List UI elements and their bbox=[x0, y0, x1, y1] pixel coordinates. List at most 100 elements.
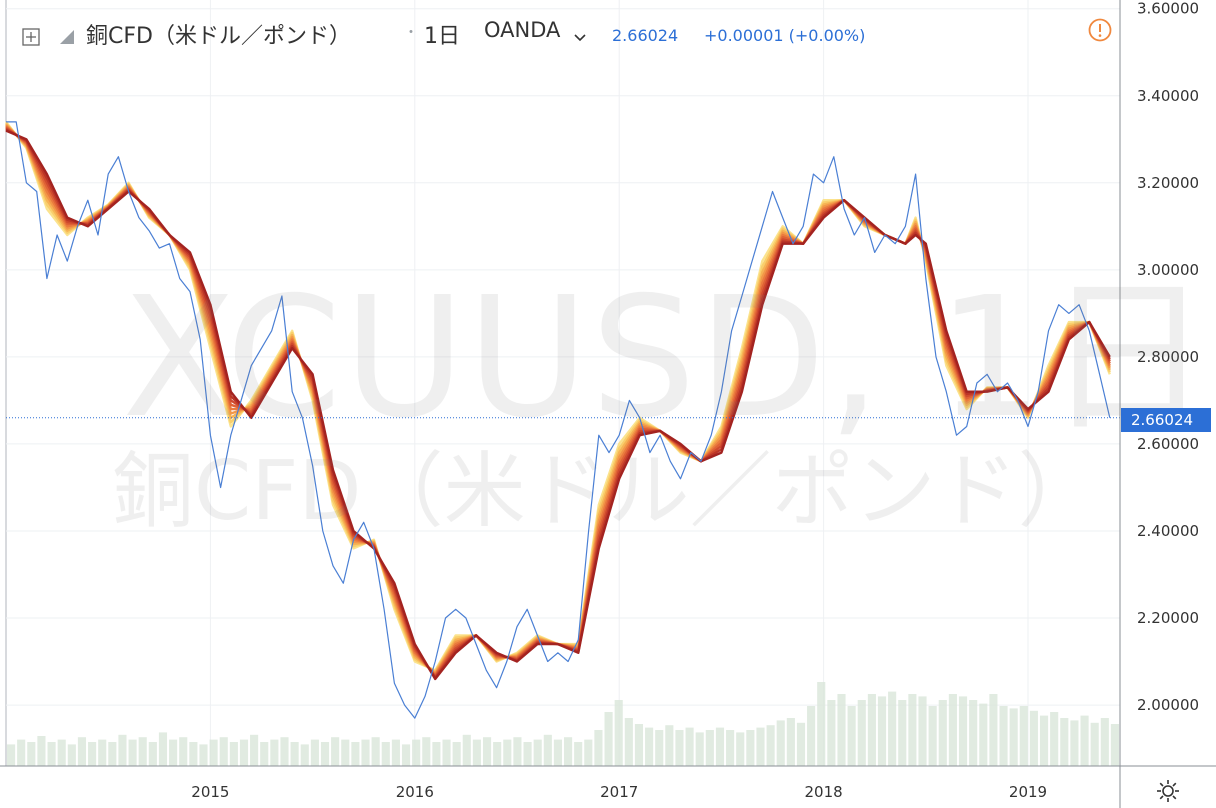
volume-bar bbox=[624, 718, 633, 766]
volume-bar bbox=[776, 720, 785, 766]
volume-bar bbox=[209, 739, 218, 766]
current-price-tag: 2.66024 bbox=[1121, 408, 1211, 432]
volume-bar bbox=[7, 744, 16, 766]
volume-bar bbox=[736, 732, 745, 766]
volume-bar bbox=[888, 691, 897, 766]
volume-bar bbox=[189, 742, 198, 766]
volume-bar bbox=[391, 739, 400, 766]
volume-bar bbox=[837, 694, 846, 766]
volume-bar bbox=[77, 737, 87, 766]
volume-bar bbox=[979, 703, 988, 766]
volume-bar bbox=[756, 727, 765, 766]
volume-bar bbox=[898, 700, 907, 766]
volume-bar bbox=[807, 706, 816, 766]
volume-bar bbox=[250, 734, 259, 766]
volume-bar bbox=[67, 744, 76, 766]
volume-bar bbox=[594, 730, 603, 766]
volume-bar bbox=[88, 742, 97, 766]
volume-bar bbox=[401, 744, 411, 766]
volume-bar bbox=[685, 727, 694, 766]
x-tick-label: 2017 bbox=[600, 783, 638, 801]
plot-area bbox=[6, 0, 1120, 766]
y-tick-label: 3.40000 bbox=[1137, 87, 1199, 105]
volume-bar bbox=[371, 737, 380, 766]
volume-bar bbox=[999, 706, 1008, 766]
volume-bar bbox=[270, 739, 279, 766]
volume-bar bbox=[300, 744, 309, 766]
volume-bar bbox=[1070, 720, 1079, 766]
volume-bar bbox=[128, 739, 137, 766]
ma-ribbon-line bbox=[5, 129, 1111, 681]
volume-bar bbox=[857, 700, 866, 766]
volume-bar bbox=[584, 739, 593, 766]
volume-bar bbox=[462, 734, 471, 766]
volume-bar bbox=[928, 706, 937, 766]
volume-bar bbox=[766, 725, 775, 766]
volume-bar bbox=[482, 737, 492, 766]
volume-bar bbox=[908, 694, 917, 766]
volume-bar bbox=[138, 737, 147, 766]
volume-bar bbox=[958, 696, 968, 766]
volume-bar bbox=[27, 742, 36, 766]
y-tick-label: 2.00000 bbox=[1137, 696, 1199, 714]
volume-bar bbox=[1009, 708, 1018, 766]
y-tick-label: 2.20000 bbox=[1137, 609, 1199, 627]
volume-bar bbox=[432, 742, 441, 766]
y-tick-label: 2.60000 bbox=[1137, 435, 1199, 453]
volume-bar bbox=[523, 742, 532, 766]
volume-bar bbox=[786, 718, 795, 766]
volume-bar bbox=[260, 742, 269, 766]
volume-bar bbox=[98, 739, 107, 766]
volume-bar bbox=[1039, 715, 1049, 766]
volume-bar bbox=[564, 737, 573, 766]
volume-bar bbox=[796, 722, 806, 766]
volume-bar bbox=[614, 700, 623, 766]
volume-bar bbox=[57, 739, 66, 766]
volume-bar bbox=[320, 742, 330, 766]
volume-bar bbox=[877, 696, 887, 766]
volume-bar bbox=[938, 700, 947, 766]
volume-bar bbox=[1019, 706, 1028, 766]
volume-bar bbox=[969, 700, 978, 766]
volume-bar bbox=[817, 682, 826, 766]
volume-bar bbox=[867, 694, 876, 766]
volume-bar bbox=[634, 724, 644, 766]
y-tick-label: 3.20000 bbox=[1137, 174, 1199, 192]
chart-header: 銅CFD（米ドル／ポンド） ・ 1日 OANDA 2.66024 +0.0000… bbox=[0, 0, 1120, 64]
volume-bar bbox=[746, 730, 755, 766]
volume-bar bbox=[17, 739, 26, 766]
x-tick-label: 2019 bbox=[1009, 783, 1047, 801]
x-tick-label: 2015 bbox=[191, 783, 229, 801]
header-separator: ・ bbox=[404, 25, 418, 41]
price-line bbox=[6, 121, 1111, 719]
price-change: +0.00001 (+0.00%) bbox=[704, 26, 866, 45]
volume-bar bbox=[1060, 718, 1069, 766]
volume-bar bbox=[665, 725, 674, 766]
x-tick-label: 2018 bbox=[805, 783, 843, 801]
volume-bar bbox=[199, 744, 208, 766]
broker-label[interactable]: OANDA bbox=[484, 18, 561, 42]
volume-bar bbox=[948, 694, 957, 766]
volume-bar bbox=[726, 730, 735, 766]
volume-bar bbox=[361, 739, 370, 766]
interval-label[interactable]: 1日 bbox=[424, 24, 460, 49]
volume-bar bbox=[1100, 718, 1109, 766]
volume-bar bbox=[179, 737, 188, 766]
y-tick-label: 2.80000 bbox=[1137, 348, 1199, 366]
volume-bar bbox=[1110, 724, 1119, 766]
volume-bar bbox=[442, 739, 451, 766]
x-tick-label: 2016 bbox=[396, 783, 434, 801]
volume-bar bbox=[543, 734, 552, 766]
volume-bar bbox=[918, 696, 927, 766]
volume-bar bbox=[310, 739, 319, 766]
volume-bar bbox=[239, 739, 249, 766]
volume-bar bbox=[351, 742, 360, 766]
settings-gear-icon[interactable] bbox=[1155, 778, 1181, 808]
volume-bar bbox=[1090, 722, 1099, 766]
alert-icon[interactable] bbox=[1088, 18, 1112, 46]
volume-bar bbox=[108, 742, 117, 766]
y-tick-label: 2.40000 bbox=[1137, 522, 1199, 540]
volume-bar bbox=[331, 737, 340, 766]
